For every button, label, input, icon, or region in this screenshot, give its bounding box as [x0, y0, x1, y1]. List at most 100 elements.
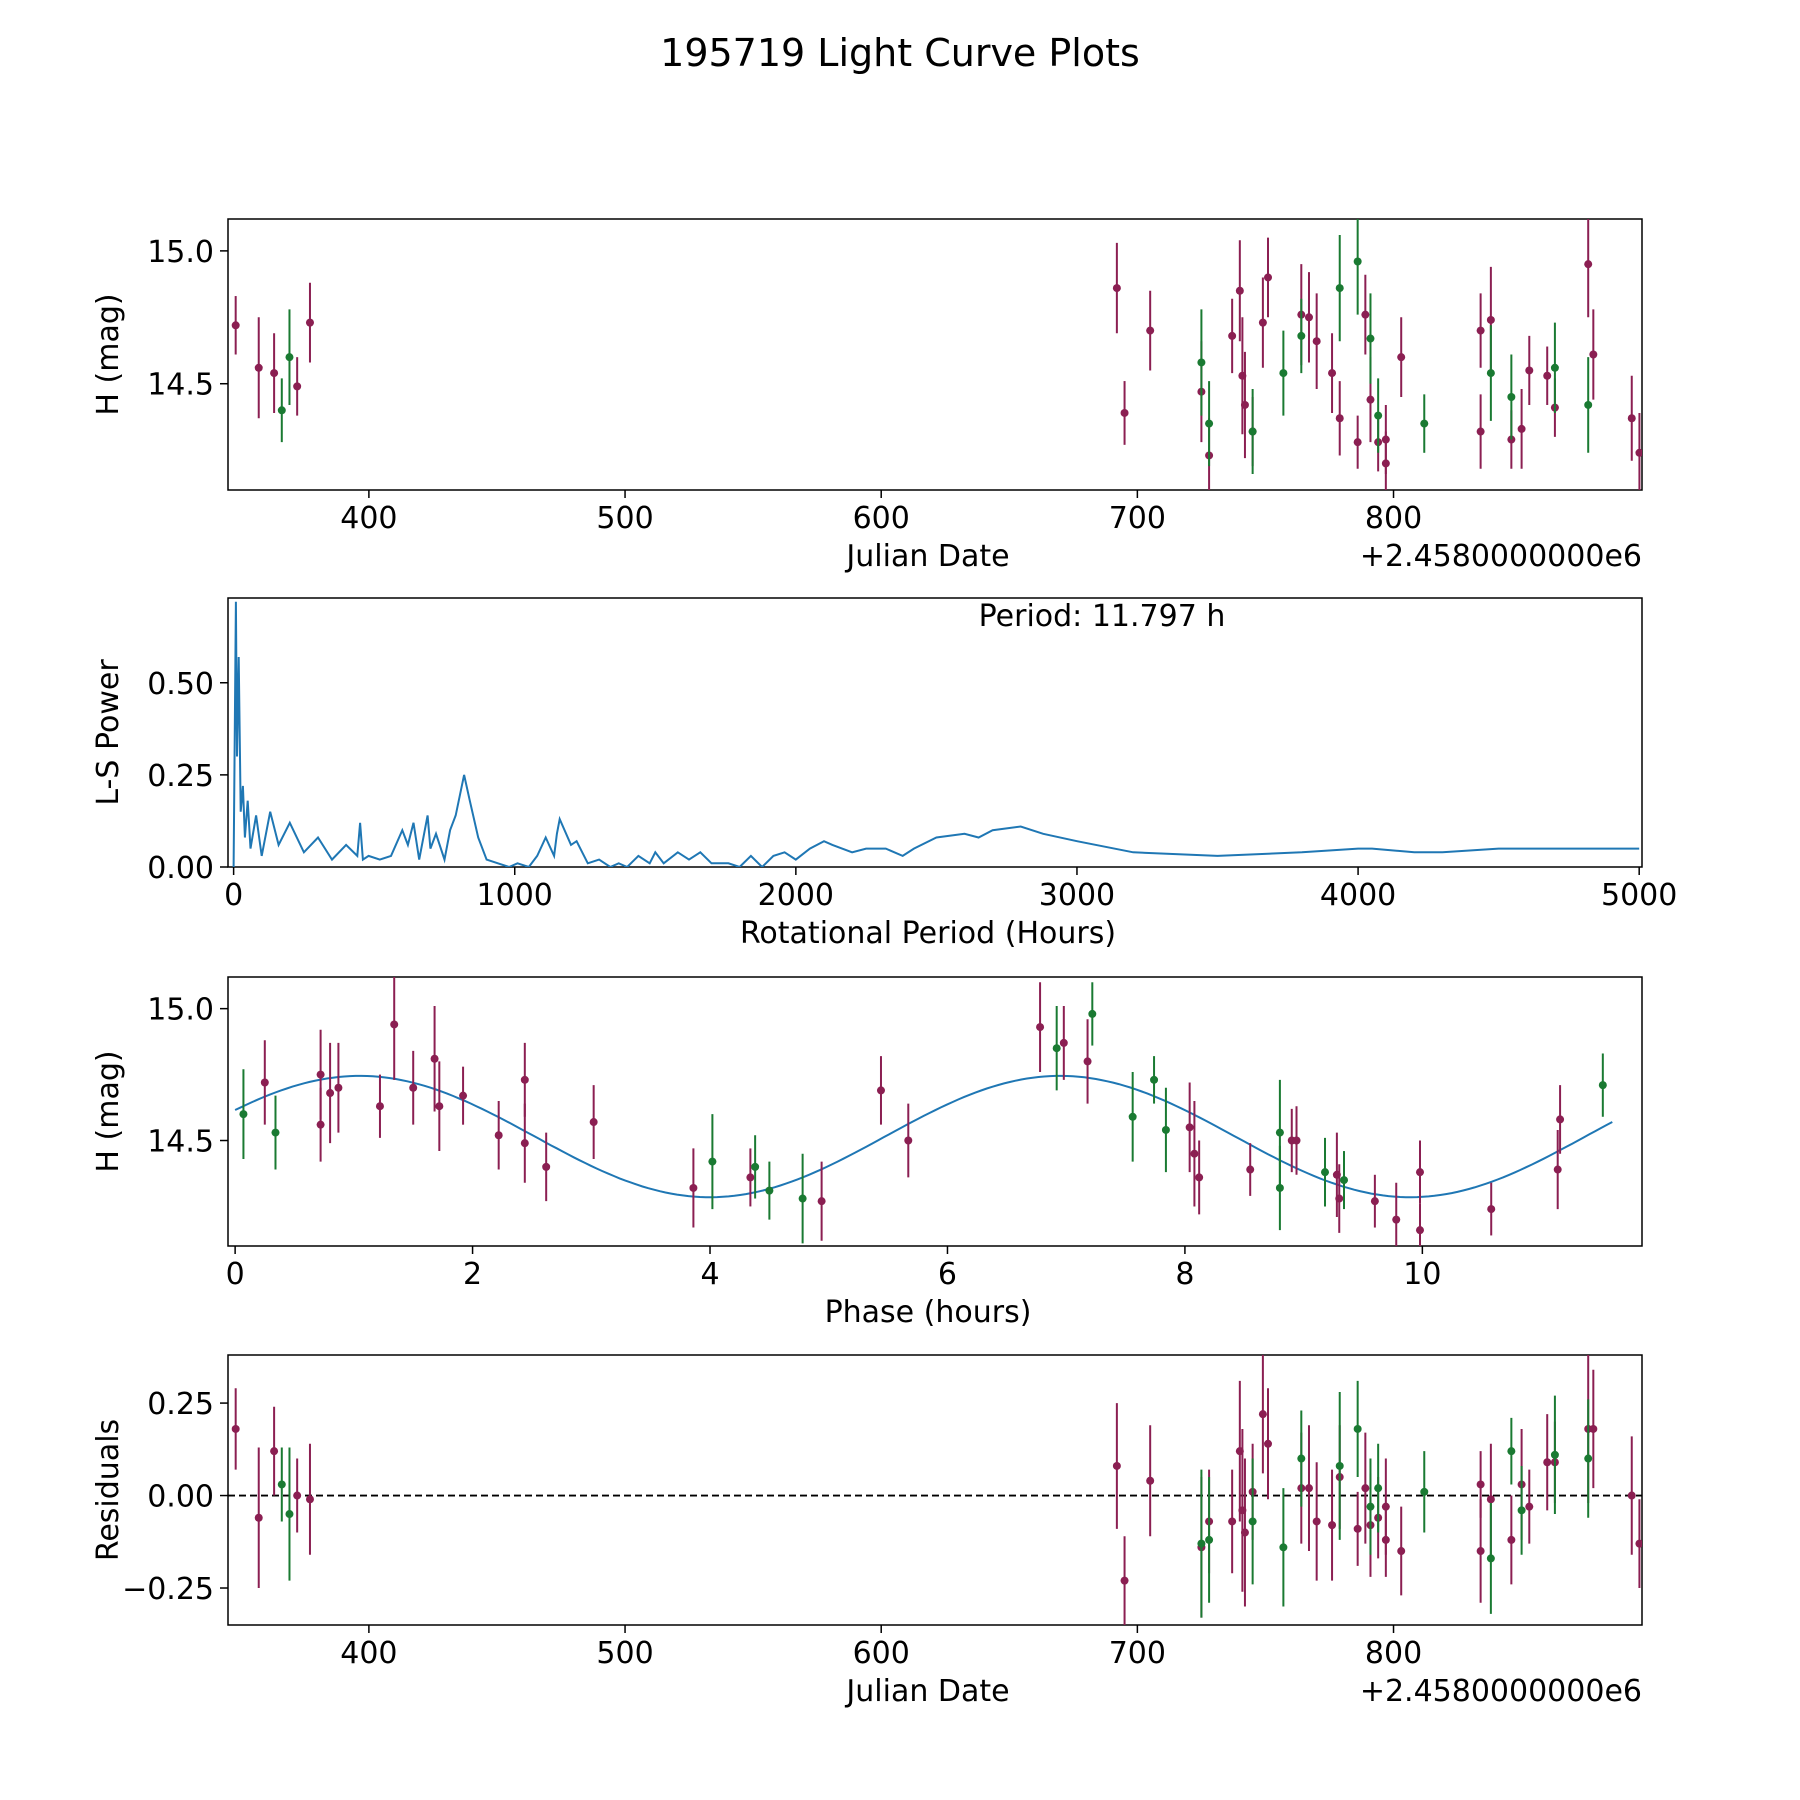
- data-point: [1059, 1038, 1068, 1047]
- data-point: [1476, 1480, 1485, 1489]
- period-annotation: Period: 11.797 h: [979, 599, 1226, 634]
- model-fit-curve: [234, 1074, 1613, 1199]
- data-point: [876, 1086, 885, 1095]
- data-point: [430, 1054, 439, 1063]
- phased-light-curve-panel: 0 2 4 6 8 10 14.5 15.0 Phase (hours) H (mag): [91, 976, 1643, 1330]
- data-point: [520, 1139, 529, 1148]
- data-point: [1420, 1487, 1429, 1496]
- x-tick-label: 4000: [1320, 878, 1396, 913]
- data-point: [277, 1480, 286, 1489]
- data-point: [1304, 313, 1313, 322]
- x-tick-label: 0: [224, 878, 243, 913]
- data-point: [1420, 419, 1429, 428]
- data-point: [1397, 353, 1406, 362]
- data-point: [708, 1157, 717, 1166]
- x-tick-label: 600: [853, 1636, 910, 1671]
- x-tick-label: 700: [1109, 501, 1166, 536]
- data-point: [1353, 438, 1362, 447]
- light-curve-panel: 400 500 600 700 800 14.5 15.0 Julian Date H (mag…: [91, 218, 1643, 574]
- figure-title: 195719 Light Curve Plots: [660, 31, 1140, 75]
- data-point: [1366, 395, 1375, 404]
- data-point: [589, 1118, 598, 1127]
- data-point: [1556, 1115, 1565, 1124]
- data-point: [305, 318, 314, 327]
- data-point: [1292, 1136, 1301, 1145]
- data-point: [1150, 1075, 1159, 1084]
- data-point: [1486, 369, 1495, 378]
- data-point: [1507, 1535, 1516, 1544]
- data-point: [520, 1075, 529, 1084]
- y-tick-label: 0.25: [147, 1387, 214, 1422]
- y-tick-label: 0.00: [147, 1480, 214, 1515]
- y-tick-label: 0.50: [147, 667, 214, 702]
- data-point: [316, 1120, 325, 1129]
- data-point: [1312, 1517, 1321, 1526]
- y-axis-label: H (mag): [91, 293, 126, 415]
- x-tick-label: 10: [1403, 1257, 1441, 1292]
- data-point: [1487, 1205, 1496, 1214]
- data-point: [1248, 1517, 1257, 1526]
- data-point: [1589, 350, 1598, 359]
- data-point: [1584, 1454, 1593, 1463]
- x-tick-label: 6: [938, 1257, 957, 1292]
- y-axis-label: Residuals: [91, 1419, 126, 1561]
- data-point: [390, 1020, 399, 1029]
- data-point: [1361, 1484, 1370, 1493]
- data-point: [1366, 1502, 1375, 1511]
- data-point: [375, 1102, 384, 1111]
- data-point: [1195, 1173, 1204, 1182]
- data-point: [271, 1128, 280, 1137]
- x-tick-label: 3000: [1039, 878, 1115, 913]
- data-point: [305, 1495, 314, 1504]
- data-point: [494, 1131, 503, 1140]
- data-point: [1258, 1410, 1267, 1419]
- data-point: [239, 1110, 248, 1119]
- data-point: [542, 1162, 551, 1171]
- y-tick-label: 14.5: [147, 368, 214, 403]
- data-point: [1228, 1517, 1237, 1526]
- data-point: [1088, 1009, 1097, 1018]
- x-tick-label: 400: [340, 1636, 397, 1671]
- axes-frame: [227, 976, 1643, 1247]
- data-point: [1240, 1528, 1249, 1537]
- data-point: [1507, 393, 1516, 402]
- data-point: [1312, 337, 1321, 346]
- data-point: [1275, 1128, 1284, 1137]
- data-point: [1228, 331, 1237, 340]
- data-point: [746, 1173, 755, 1182]
- data-point: [334, 1083, 343, 1092]
- y-tick-label: 14.5: [147, 1125, 214, 1160]
- data-point: [270, 369, 279, 378]
- data-point: [1120, 408, 1129, 417]
- data-point: [1370, 1197, 1379, 1206]
- data-point: [1036, 1023, 1045, 1032]
- data-point: [1297, 331, 1306, 340]
- data-point: [1146, 1476, 1155, 1485]
- data-point: [1128, 1112, 1137, 1121]
- data-point: [1083, 1057, 1092, 1066]
- data-point: [1353, 257, 1362, 266]
- x-tick-label: 500: [596, 1636, 653, 1671]
- data-point: [1185, 1123, 1194, 1132]
- data-point: [765, 1186, 774, 1195]
- data-point: [1550, 1450, 1559, 1459]
- axes-frame: [227, 218, 1643, 491]
- periodogram-line: [232, 601, 1640, 867]
- data-point: [1353, 1524, 1362, 1533]
- data-point: [1392, 1215, 1401, 1224]
- x-tick-label: 400: [340, 501, 397, 536]
- data-point: [293, 382, 302, 391]
- axes-frame: [227, 597, 1643, 868]
- data-point: [1486, 1495, 1495, 1504]
- y-tick-label: 15.0: [147, 235, 214, 270]
- x-tick-label: 700: [1109, 1636, 1166, 1671]
- data-point: [231, 321, 240, 330]
- data-point: [1353, 1424, 1362, 1433]
- data-point: [1321, 1168, 1330, 1177]
- x-tick-label: 5000: [1601, 878, 1677, 913]
- data-point: [1248, 427, 1257, 436]
- y-tick-label: 15.0: [147, 993, 214, 1028]
- data-point: [1361, 310, 1370, 319]
- y-tick-label: 0.00: [147, 851, 214, 886]
